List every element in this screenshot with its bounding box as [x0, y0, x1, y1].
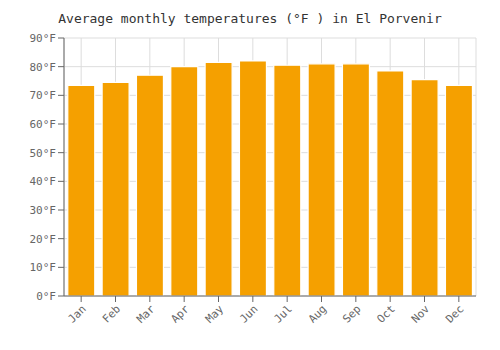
svg-text:0°F: 0°F [36, 290, 56, 303]
svg-text:Oct: Oct [375, 302, 398, 325]
svg-text:Mar: Mar [134, 302, 158, 326]
svg-text:Apr: Apr [169, 302, 193, 326]
svg-text:May: May [203, 302, 227, 326]
html-text:Average monthly temperatures (: Average monthly temperatures (°F ) in El… [58, 11, 442, 26]
svg-text:Aug: Aug [306, 302, 329, 325]
svg-text:Jun: Jun [237, 302, 260, 325]
svg-text:80°F: 80°F [30, 61, 57, 74]
svg-text:60°F: 60°F [30, 118, 57, 131]
svg-text:Jan: Jan [66, 302, 89, 325]
svg-text:20°F: 20°F [30, 233, 57, 246]
svg-text:Sep: Sep [340, 302, 363, 325]
svg-text:Jul: Jul [272, 302, 295, 325]
svg-text:40°F: 40°F [30, 175, 57, 188]
svg-text:Dec: Dec [443, 302, 466, 325]
svg-text:50°F: 50°F [30, 147, 57, 160]
svg-text:10°F: 10°F [30, 261, 57, 274]
svg-text:70°F: 70°F [30, 89, 57, 102]
svg-text:Nov: Nov [409, 302, 433, 326]
svg-text:90°F: 90°F [30, 32, 57, 45]
svg-text:Feb: Feb [100, 302, 123, 325]
svg-text:30°F: 30°F [30, 204, 57, 217]
